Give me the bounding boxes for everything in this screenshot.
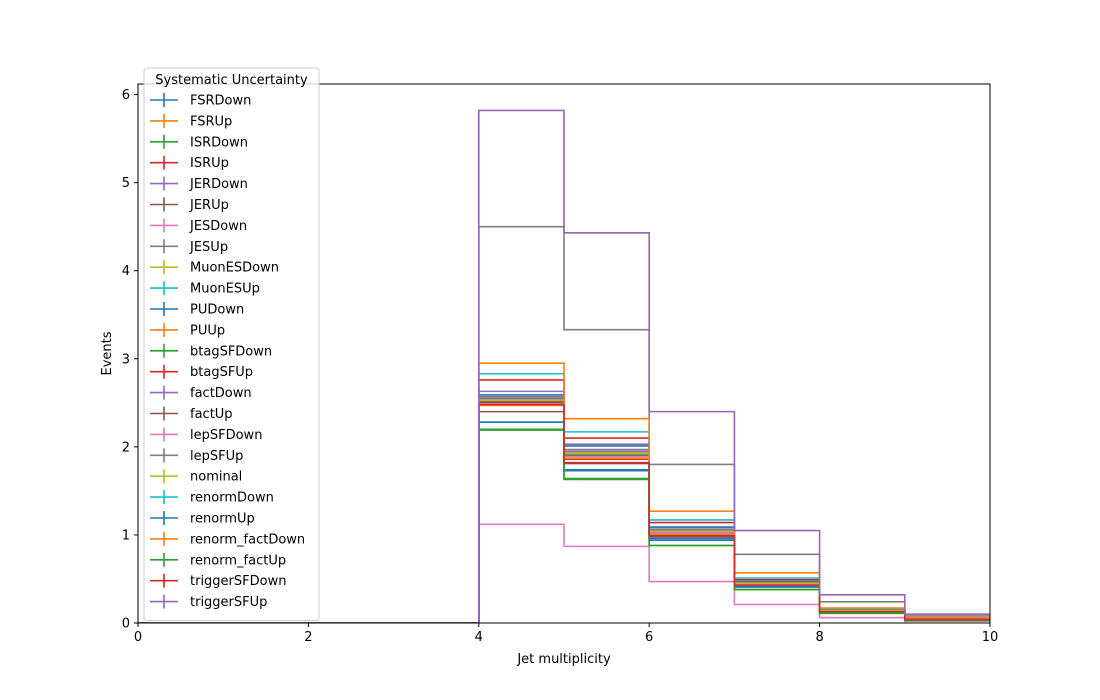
y-tick-label: 3 bbox=[122, 352, 130, 367]
legend-title: Systematic Uncertainty bbox=[155, 73, 308, 88]
legend-label: JERDown bbox=[189, 177, 248, 192]
legend-label: renormDown bbox=[190, 491, 274, 506]
legend-entry-JERUp: JERUp bbox=[150, 197, 229, 213]
y-tick-label: 6 bbox=[122, 88, 130, 103]
legend-label: MuonESUp bbox=[190, 282, 260, 297]
y-tick-label: 2 bbox=[122, 440, 130, 455]
legend-entry-JESUp: JESUp bbox=[150, 239, 228, 255]
legend-entry-JESDown: JESDown bbox=[150, 218, 247, 234]
legend-entries: FSRDown FSRUp ISRDown ISRUp JERDown JERUp JESD… bbox=[150, 93, 305, 610]
legend-label: JESUp bbox=[189, 240, 228, 255]
y-axis: 0 1 2 3 4 5 6 bbox=[122, 88, 138, 632]
x-tick-label: 8 bbox=[815, 630, 823, 645]
legend-entry-renormUp: renormUp bbox=[150, 511, 255, 527]
legend-label: lepSFDown bbox=[190, 428, 262, 443]
x-tick-label: 2 bbox=[304, 630, 312, 645]
series-line-triggerSFDown bbox=[138, 403, 990, 623]
legend-label: JERUp bbox=[189, 198, 229, 213]
x-axis: 0 2 4 6 8 10 bbox=[134, 623, 998, 645]
legend-entry-renorm_factUp: renorm_factUp bbox=[150, 552, 286, 568]
legend-entry-factUp: factUp bbox=[150, 406, 233, 422]
legend-entry-lepSFDown: lepSFDown bbox=[150, 427, 262, 443]
legend-entry-btagSFDown: btagSFDown bbox=[150, 343, 272, 359]
series-line-JESDown bbox=[138, 523, 990, 623]
legend-entry-nominal: nominal bbox=[150, 469, 242, 485]
legend-label: renorm_factDown bbox=[190, 532, 305, 547]
legend-label: triggerSFDown bbox=[190, 574, 286, 589]
series-group bbox=[138, 109, 990, 623]
x-tick-label: 4 bbox=[475, 630, 483, 645]
y-tick-label: 5 bbox=[122, 176, 130, 191]
x-tick-label: 0 bbox=[134, 630, 142, 645]
x-axis-label: Jet multiplicity bbox=[516, 652, 611, 667]
y-tick-label: 4 bbox=[122, 264, 130, 279]
legend-label: PUUp bbox=[190, 323, 225, 338]
legend-label: ISRDown bbox=[190, 135, 248, 150]
y-tick-label: 1 bbox=[122, 528, 130, 543]
legend-label: renorm_factUp bbox=[190, 553, 286, 568]
legend-entry-triggerSFUp: triggerSFUp bbox=[150, 594, 267, 610]
legend-label: FSRUp bbox=[190, 114, 232, 129]
legend-label: nominal bbox=[190, 470, 242, 485]
legend-entry-renorm_factDown: renorm_factDown bbox=[150, 531, 305, 547]
legend-label: FSRDown bbox=[190, 94, 251, 109]
legend-entry-triggerSFDown: triggerSFDown bbox=[150, 573, 286, 589]
legend-label: ISRUp bbox=[190, 156, 229, 171]
legend-entry-btagSFUp: btagSFUp bbox=[150, 364, 253, 380]
legend-label: MuonESDown bbox=[190, 261, 279, 276]
y-tick-label: 0 bbox=[122, 617, 130, 632]
y-axis-label: Events bbox=[100, 331, 115, 375]
legend-entry-renormDown: renormDown bbox=[150, 490, 274, 506]
series-line-triggerSFUp bbox=[138, 109, 990, 623]
legend-entry-ISRUp: ISRUp bbox=[150, 155, 229, 171]
legend-box bbox=[143, 67, 320, 621]
legend-entry-lepSFUp: lepSFUp bbox=[150, 448, 243, 464]
plot-frame bbox=[137, 83, 991, 624]
legend-label: factUp bbox=[190, 407, 233, 422]
legend-entry-FSRUp: FSRUp bbox=[150, 113, 232, 129]
legend-label: btagSFDown bbox=[190, 344, 272, 359]
legend-entry-JERDown: JERDown bbox=[150, 176, 248, 192]
legend-entry-PUDown: PUDown bbox=[150, 302, 244, 318]
legend-label: triggerSFUp bbox=[190, 595, 267, 610]
legend-label: renormUp bbox=[190, 512, 255, 527]
legend-label: lepSFUp bbox=[190, 449, 243, 464]
legend-entry-FSRDown: FSRDown bbox=[150, 93, 251, 109]
legend-entry-MuonESDown: MuonESDown bbox=[150, 260, 279, 276]
x-tick-label: 6 bbox=[645, 630, 653, 645]
legend-entry-MuonESUp: MuonESUp bbox=[150, 281, 260, 297]
x-tick-label: 10 bbox=[982, 630, 999, 645]
legend-label: JESDown bbox=[189, 219, 247, 234]
legend-label: factDown bbox=[190, 386, 252, 401]
legend-label: PUDown bbox=[190, 303, 244, 318]
series-line-renorm_factDown bbox=[138, 362, 990, 623]
legend-label: btagSFUp bbox=[190, 365, 253, 380]
legend-entry-ISRDown: ISRDown bbox=[150, 134, 248, 150]
legend: Systematic Uncertainty FSRDown FSRUp ISRDo… bbox=[143, 67, 320, 621]
legend-entry-factDown: factDown bbox=[150, 385, 252, 401]
legend-entry-PUUp: PUUp bbox=[150, 322, 225, 338]
